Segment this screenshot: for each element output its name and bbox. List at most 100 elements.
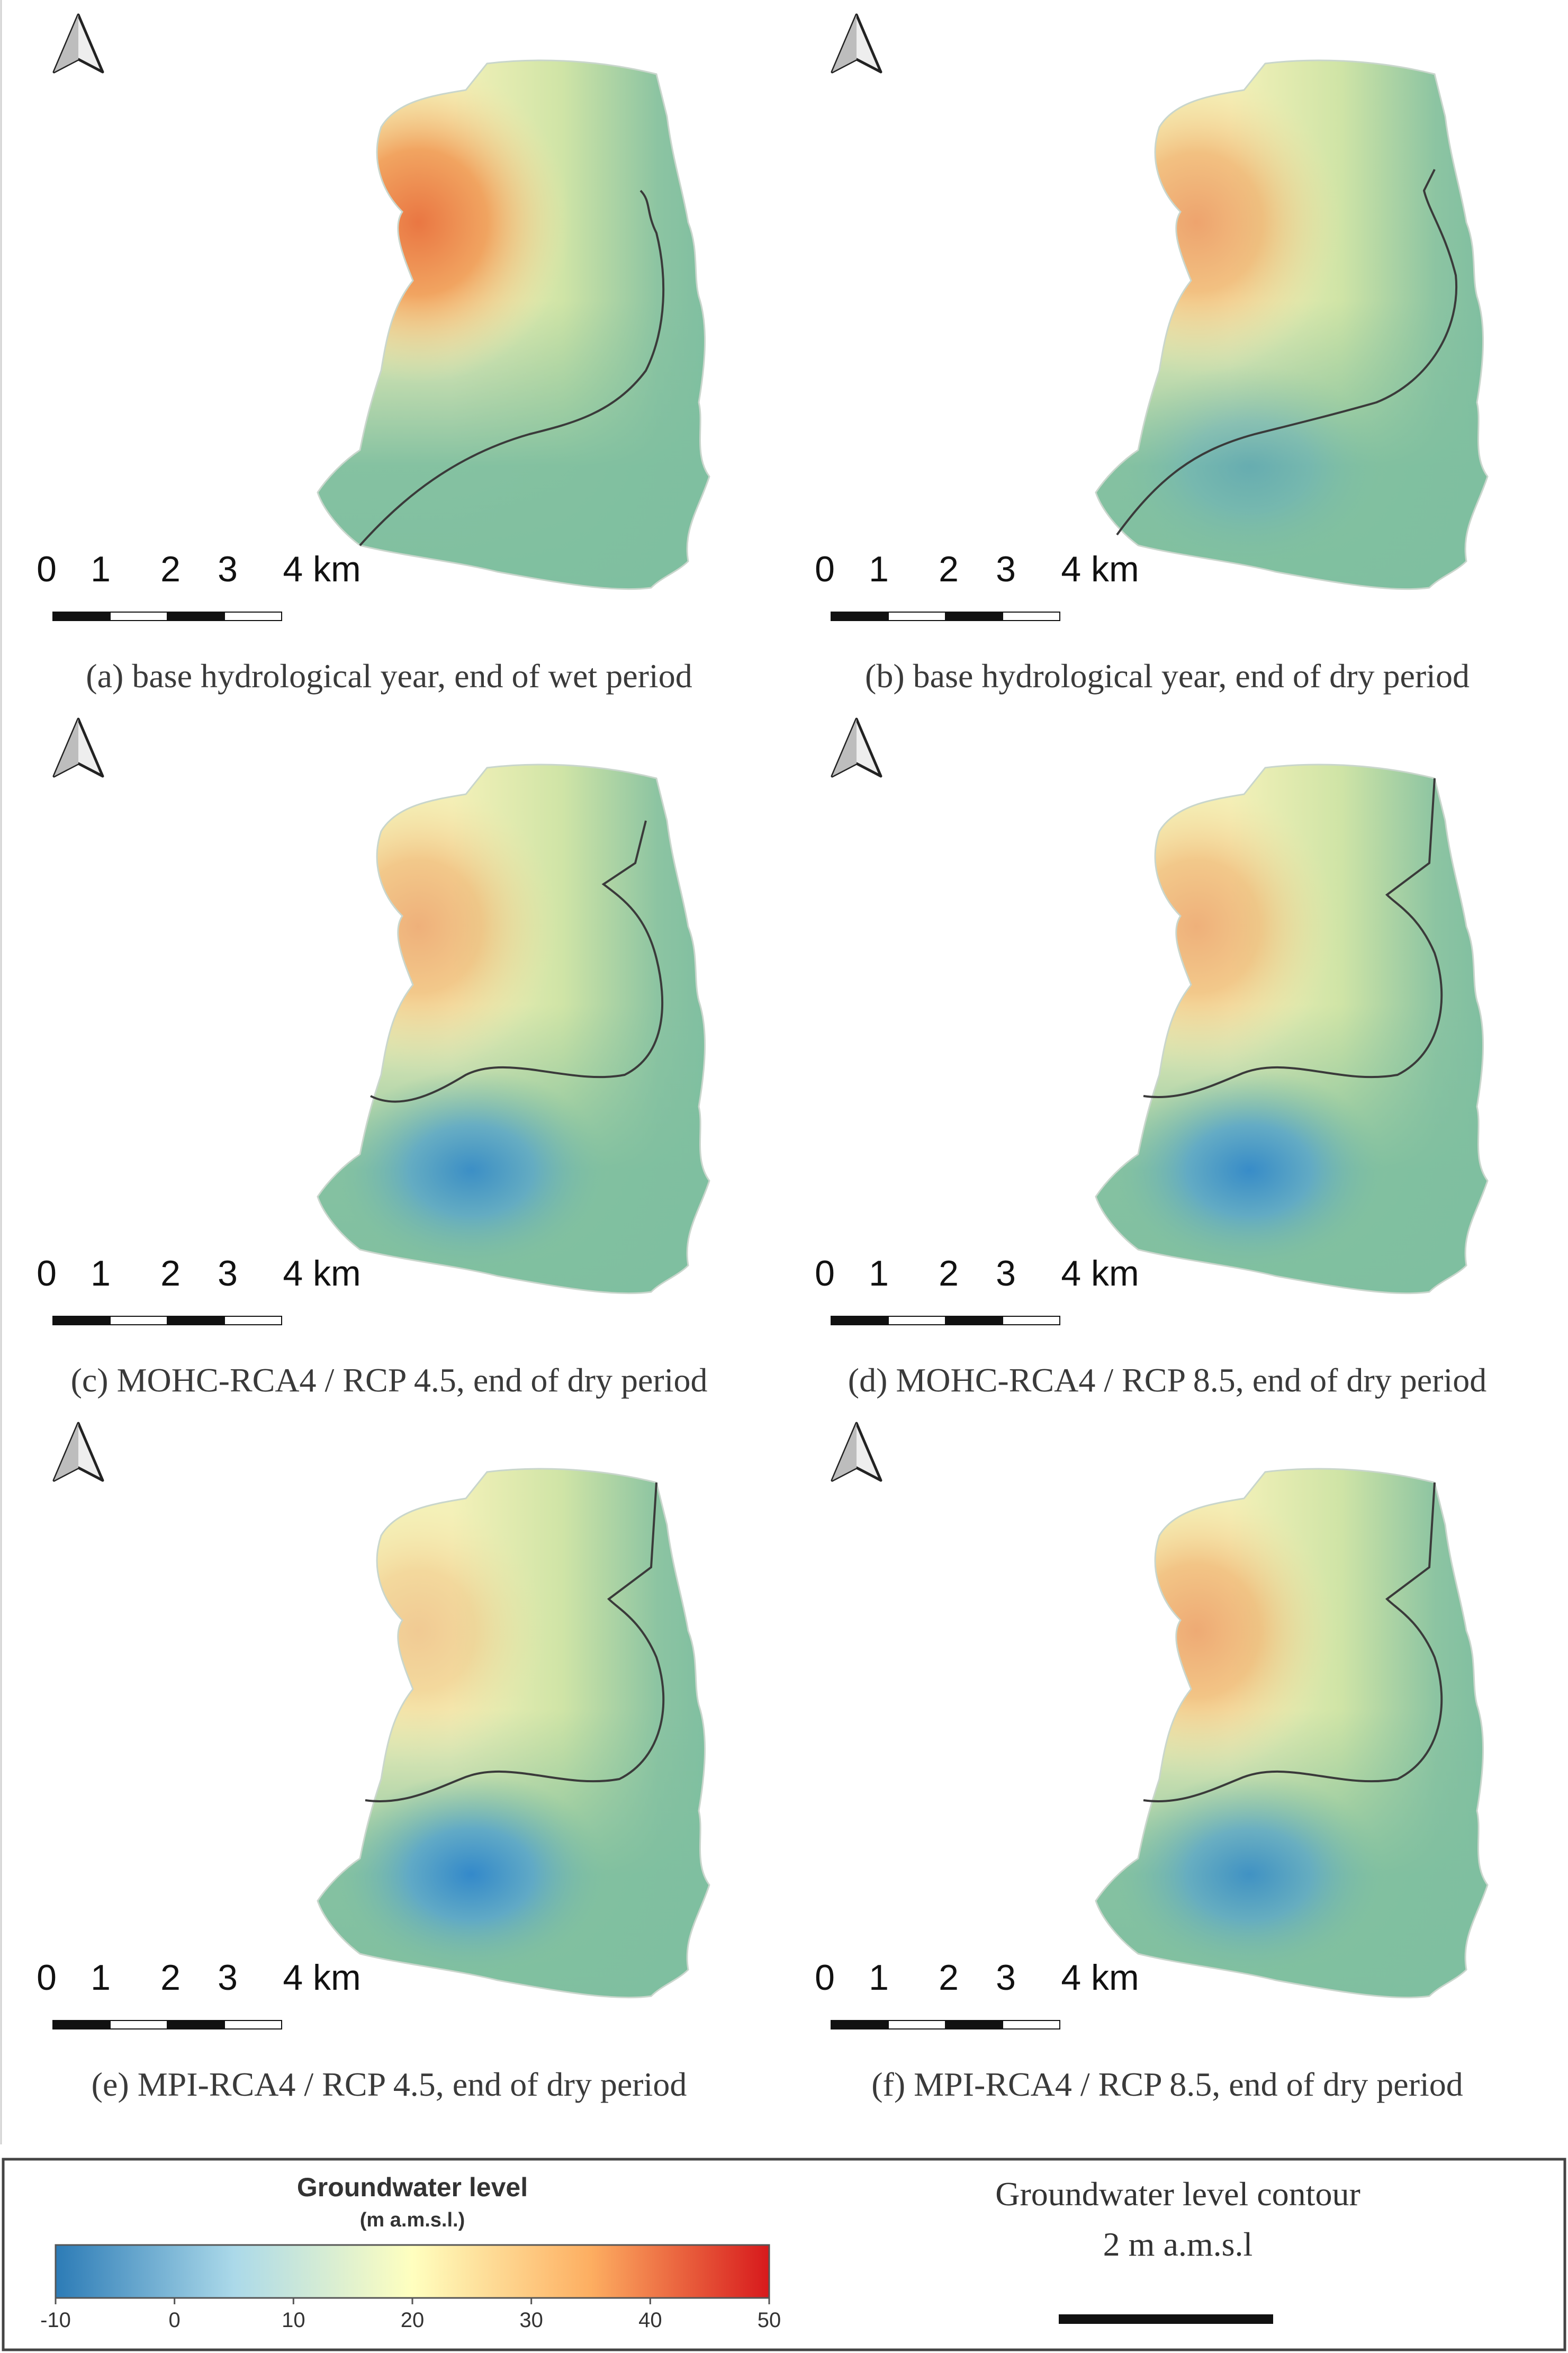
scale-segment bbox=[831, 612, 889, 621]
groundwater-contour bbox=[1143, 778, 1443, 1098]
high-level-zone bbox=[1096, 1483, 1337, 1779]
high-level-zone bbox=[318, 778, 559, 1075]
scale-label: 0 bbox=[37, 549, 57, 589]
scale-label: 2 bbox=[160, 1253, 181, 1294]
scale-label: 1 bbox=[869, 1957, 889, 1998]
groundwater-contour bbox=[1143, 1482, 1443, 1802]
scale-segment bbox=[52, 2020, 111, 2029]
colorbar-tick-label: 0 bbox=[169, 2309, 181, 2332]
colorbar-tick-label: 40 bbox=[638, 2309, 662, 2332]
north-arrow-icon bbox=[52, 13, 104, 74]
colorbar-title: Groundwater level bbox=[297, 2172, 528, 2202]
scale-segment bbox=[224, 2020, 282, 2029]
contour-legend-title: Groundwater level contour bbox=[995, 2175, 1360, 2213]
panel-caption: (b) base hydrological year, end of dry p… bbox=[865, 657, 1470, 695]
panel-caption: (f) MPI-RCA4 / RCP 8.5, end of dry perio… bbox=[871, 2065, 1463, 2103]
scale-segment bbox=[831, 1316, 889, 1325]
scale-segment bbox=[110, 2020, 168, 2029]
low-level-zone bbox=[334, 1070, 609, 1271]
scale-label: 3 bbox=[218, 549, 238, 589]
groundwater-field bbox=[318, 60, 709, 589]
groundwater-contour bbox=[359, 190, 665, 546]
scale-label: 4 km bbox=[1061, 1957, 1139, 1998]
scale-label: 0 bbox=[815, 549, 835, 589]
north-arrow-icon bbox=[831, 1422, 882, 1482]
groundwater-field bbox=[318, 1469, 709, 1998]
high-level-zone bbox=[1096, 778, 1337, 1075]
panel-caption: (c) MOHC-RCA4 / RCP 4.5, end of dry peri… bbox=[71, 1361, 708, 1399]
scale-label: 0 bbox=[37, 1253, 57, 1294]
scale-label: 0 bbox=[815, 1253, 835, 1294]
legend: Groundwater level (m a.m.s.l.) -10 0 10 20 3… bbox=[2, 2158, 1566, 2351]
low-level-zone bbox=[1112, 365, 1387, 567]
scale-segment bbox=[224, 612, 282, 621]
north-arrow-icon bbox=[52, 717, 104, 778]
scale-label: 1 bbox=[91, 1957, 111, 1998]
scale-segment bbox=[1002, 612, 1060, 621]
scale-segment bbox=[945, 612, 1003, 621]
colorbar bbox=[55, 2244, 770, 2299]
scale-segment bbox=[1002, 2020, 1060, 2029]
panel-caption: (e) MPI-RCA4 / RCP 4.5, end of dry perio… bbox=[92, 2065, 687, 2103]
north-arrow-icon bbox=[831, 13, 882, 74]
scale-segment bbox=[831, 2020, 889, 2029]
scale-label: 4 km bbox=[1061, 1253, 1139, 1294]
scale-segment bbox=[167, 1316, 225, 1325]
scale-label: 1 bbox=[91, 549, 111, 589]
colorbar-tick-label: 20 bbox=[401, 2309, 425, 2332]
scale-segment bbox=[167, 2020, 225, 2029]
groundwater-contour bbox=[370, 820, 664, 1103]
colorbar-tick-label: 10 bbox=[282, 2309, 305, 2332]
groundwater-contour bbox=[1116, 169, 1458, 536]
high-level-zone bbox=[318, 1496, 546, 1766]
low-level-zone bbox=[1112, 1774, 1387, 1975]
scale-label: 2 bbox=[160, 1957, 181, 1998]
scale-segment bbox=[110, 612, 168, 621]
north-arrow-icon bbox=[831, 717, 882, 778]
scale-segment bbox=[1002, 1316, 1060, 1325]
scale-label: 3 bbox=[996, 1957, 1016, 1998]
scale-segment bbox=[888, 1316, 946, 1325]
scale-label: 1 bbox=[91, 1253, 111, 1294]
groundwater-field bbox=[1096, 765, 1488, 1294]
scale-label: 4 km bbox=[1061, 549, 1139, 589]
scale-label: 3 bbox=[218, 1253, 238, 1294]
scale-segment bbox=[945, 1316, 1003, 1325]
scale-label: 4 km bbox=[283, 549, 361, 589]
scale-segment bbox=[167, 612, 225, 621]
colorbar-tick-label: 50 bbox=[758, 2309, 781, 2332]
groundwater-field bbox=[318, 765, 709, 1294]
panel-caption: (a) base hydrological year, end of wet p… bbox=[86, 657, 692, 695]
low-level-zone bbox=[334, 1774, 609, 1975]
high-level-zone bbox=[318, 61, 572, 384]
panel-caption: (d) MOHC-RCA4 / RCP 8.5, end of dry peri… bbox=[848, 1361, 1486, 1399]
scale-segment bbox=[52, 612, 111, 621]
north-arrow-icon bbox=[52, 1422, 104, 1482]
scale-label: 4 km bbox=[283, 1253, 361, 1294]
scale-label: 2 bbox=[939, 1253, 959, 1294]
low-level-zone bbox=[1112, 1070, 1387, 1271]
scale-label: 2 bbox=[939, 1957, 959, 1998]
scale-segment bbox=[945, 2020, 1003, 2029]
high-level-zone bbox=[1096, 68, 1344, 377]
scale-label: 2 bbox=[160, 549, 181, 589]
scale-label: 0 bbox=[815, 1957, 835, 1998]
scale-label: 3 bbox=[218, 1957, 238, 1998]
scale-label: 1 bbox=[869, 1253, 889, 1294]
colorbar-tick-label: 30 bbox=[519, 2309, 543, 2332]
scale-segment bbox=[52, 1316, 111, 1325]
scale-label: 4 km bbox=[283, 1957, 361, 1998]
colorbar-unit: (m a.m.s.l.) bbox=[360, 2209, 465, 2231]
